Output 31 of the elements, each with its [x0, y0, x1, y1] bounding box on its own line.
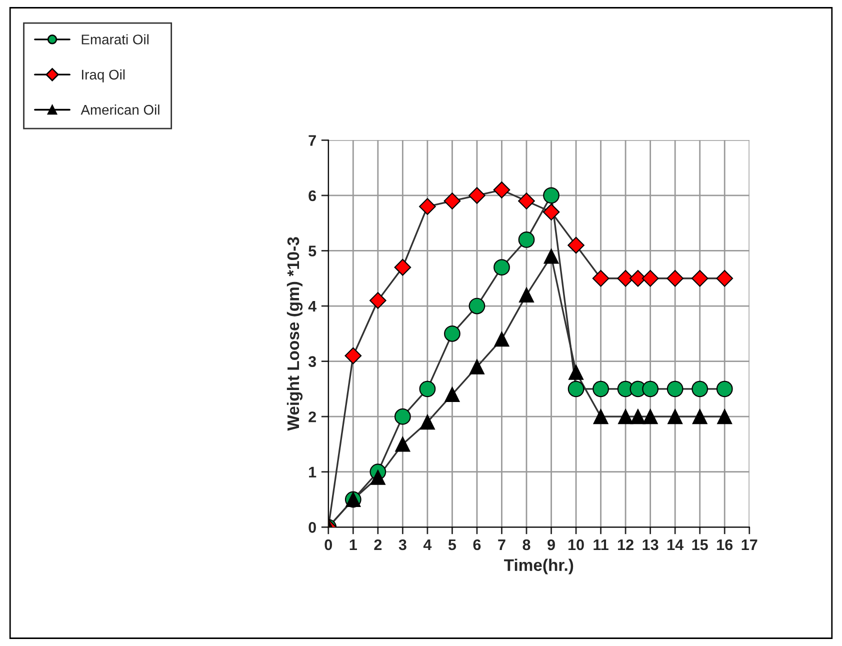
x-tick-label: 17	[742, 540, 758, 550]
y-axis-title: Weight Loose (gm) *10-3	[286, 237, 303, 431]
x-axis-title: Time(hr.)	[504, 558, 574, 574]
x-tick-label: 9	[548, 539, 555, 550]
y-tick-label: 7	[308, 135, 316, 146]
x-tick-label: 14	[668, 540, 684, 550]
x-tick-label: 11	[594, 540, 608, 550]
x-tick-label: 4	[423, 540, 432, 550]
x-tick-label: 8	[522, 539, 530, 550]
x-tick-label: 12	[618, 539, 634, 550]
y-tick-label: 3	[308, 356, 316, 368]
x-tick-label: 10	[568, 539, 584, 550]
y-tick-label: 4	[308, 301, 316, 312]
y-tick-label: 5	[308, 246, 316, 256]
x-tick-label: 6	[473, 539, 481, 550]
legend-label: American Oil	[80, 104, 160, 115]
x-tick-label: 3	[398, 539, 406, 550]
x-tick-label: 5	[448, 540, 456, 550]
x-tick-label: 15	[692, 540, 708, 550]
y-tick-label: 2	[308, 411, 316, 422]
x-tick-label: 13	[642, 539, 658, 550]
legend-label: Emarati Oil	[82, 34, 148, 44]
x-tick-label: 16	[717, 539, 733, 550]
x-tick-label: 1	[350, 540, 357, 550]
y-tick-label: 6	[308, 190, 316, 202]
x-tick-label: 0	[324, 539, 332, 550]
y-tick-label: 0	[308, 522, 316, 533]
x-tick-label: 7	[498, 540, 506, 550]
legend-label: Iraq Oil	[82, 69, 125, 82]
y-tick-label: 1	[309, 466, 316, 478]
x-tick-label: 2	[374, 539, 382, 550]
